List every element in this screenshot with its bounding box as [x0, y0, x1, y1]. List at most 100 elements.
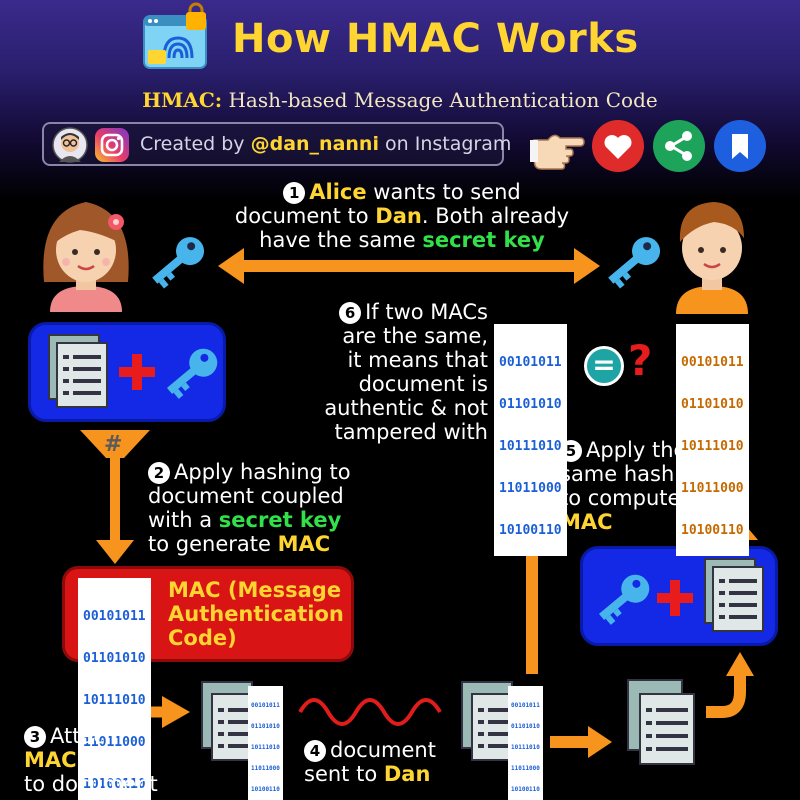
- step-2-line-4a: to generate: [148, 532, 271, 556]
- like-button[interactable]: [592, 120, 644, 172]
- mac-binary-attached: 00101011 01101010 10111010 11011000 1010…: [248, 686, 283, 800]
- step-2-text: 2 Apply hashing to document coupled with …: [148, 460, 351, 556]
- alice-name: Alice: [309, 180, 367, 204]
- binary-row: 10100110: [681, 523, 744, 538]
- binary-row: 01101010: [251, 723, 280, 730]
- share-icon: [665, 131, 692, 161]
- binary-row: 00101011: [681, 355, 744, 370]
- mac-binary-compare-received: 00101011 01101010 10111010 11011000 1010…: [494, 324, 567, 556]
- binary-row: 11011000: [511, 765, 540, 772]
- document-icon: [48, 334, 108, 408]
- bookmark-button[interactable]: [714, 120, 766, 172]
- step-6-line-4: document is: [358, 372, 488, 396]
- step-4-line-1: document: [330, 738, 436, 762]
- subtitle-expansion: Hash-based Message Authentication Code: [228, 88, 658, 112]
- instagram-icon[interactable]: [94, 127, 130, 163]
- equals-icon: =: [584, 346, 624, 386]
- credit-handle[interactable]: @dan_nanni: [250, 133, 379, 155]
- page-title: How HMAC Works: [232, 16, 639, 62]
- share-button[interactable]: [653, 120, 705, 172]
- step-6-text: 6 If two MACs are the same, it means that…: [296, 300, 488, 444]
- binary-row: 10100110: [83, 777, 146, 792]
- forward-arrow: [550, 726, 612, 758]
- alice-key-icon: [142, 232, 212, 292]
- transmission-wave: [298, 698, 442, 726]
- plus-icon: [657, 580, 693, 616]
- pointing-hand-icon: [530, 126, 585, 170]
- shared-key-arrow: [218, 248, 600, 284]
- step-1-line-2b: . Both already: [421, 204, 570, 228]
- step-2-line-1: Apply hashing to: [174, 460, 351, 484]
- step-1-line-3a: have the same: [259, 228, 416, 252]
- step-4-number: 4: [304, 740, 326, 762]
- step-3-text: 3 Attach MAC to document: [24, 724, 158, 796]
- step-2-line-2: document coupled: [148, 484, 344, 508]
- binary-row: 11011000: [499, 481, 562, 496]
- document-plus-key: [48, 334, 218, 408]
- mac-binary-alice: 00101011 01101010 10111010 11011000 1010…: [78, 578, 151, 800]
- step-6-line-3: it means that: [347, 348, 488, 372]
- plus-icon: [119, 354, 155, 390]
- header-icon: [140, 2, 212, 74]
- step-6-line-2: are the same,: [342, 324, 488, 348]
- binary-row: 01101010: [511, 723, 540, 730]
- step-6-line-5: authentic & not: [324, 396, 488, 420]
- step-4-line-2a: sent to: [304, 762, 378, 786]
- dan-name: Dan: [375, 204, 422, 228]
- step-2-secret-key: secret key: [218, 508, 342, 532]
- credit-prefix: Created by: [140, 133, 245, 155]
- equals-symbol: =: [592, 348, 616, 381]
- page-subtitle: HMAC: Hash-based Message Authentication …: [0, 88, 800, 112]
- step-5-line-1: Apply the: [586, 438, 687, 462]
- binary-row: 10111010: [83, 693, 146, 708]
- binary-row: 10100110: [499, 523, 562, 538]
- binary-row: 00101011: [499, 355, 562, 370]
- document-icon: [704, 558, 764, 632]
- binary-row: 01101010: [681, 397, 744, 412]
- hash-symbol-left: #: [104, 432, 123, 457]
- binary-row: 00101011: [251, 702, 280, 709]
- binary-row: 01101010: [499, 397, 562, 412]
- key-plus-document: [598, 558, 764, 632]
- binary-row: 00101011: [83, 609, 146, 624]
- step-2-number: 2: [148, 462, 170, 484]
- dan-avatar: [660, 190, 764, 314]
- binary-row: 10111010: [511, 744, 540, 751]
- binary-row: 01101010: [83, 651, 146, 666]
- fingerprint-document-icon: [143, 2, 207, 69]
- mac-label-line-1: (Message: [227, 578, 342, 602]
- dan-hash-arrow: [706, 652, 754, 718]
- mac-label-line-3: Code): [168, 626, 237, 650]
- hashing-arrow-left: [80, 430, 150, 564]
- step-6-number: 6: [339, 302, 362, 324]
- step-5-line-3: to compute: [560, 486, 681, 510]
- heart-icon: [604, 135, 632, 159]
- binary-row: 11011000: [681, 481, 744, 496]
- step-6-line-6: tampered with: [334, 420, 488, 444]
- bookmark-icon: [732, 134, 748, 159]
- binary-row: 10100110: [511, 786, 540, 793]
- step-3-mac: MAC: [24, 748, 77, 772]
- step-6-line-1: If two MACs: [365, 300, 488, 324]
- key-icon: [166, 348, 218, 399]
- step-3-number: 3: [24, 726, 46, 748]
- mac-binary-received: 00101011 01101010 10111010 11011000 1010…: [508, 686, 543, 800]
- binary-row: 00101011: [511, 702, 540, 709]
- subtitle-acronym: HMAC:: [142, 88, 223, 112]
- step-5-mac: MAC: [560, 510, 613, 534]
- mac-box-label: MAC (Message Authentication Code): [168, 578, 344, 650]
- author-avatar-icon: [52, 127, 88, 163]
- credit-text: Created by @dan_nanni on Instagram: [140, 133, 511, 155]
- step-3-line-1: Attach: [50, 724, 119, 748]
- binary-row: 11011000: [83, 735, 146, 750]
- document-dan: [624, 676, 704, 770]
- document-with-mac-alice: [198, 678, 294, 768]
- step-1-line-1: wants to send: [373, 180, 521, 204]
- mac-binary-compare-computed: 00101011 01101010 10111010 11011000 1010…: [676, 324, 749, 556]
- secret-key-label: secret key: [422, 228, 545, 252]
- dan-key-icon: [598, 232, 668, 292]
- dan-key-doc-box: [580, 546, 778, 646]
- mac-label-acronym: MAC: [168, 578, 221, 602]
- alice-avatar: [36, 192, 136, 312]
- step-3-line-3: to document: [24, 772, 158, 796]
